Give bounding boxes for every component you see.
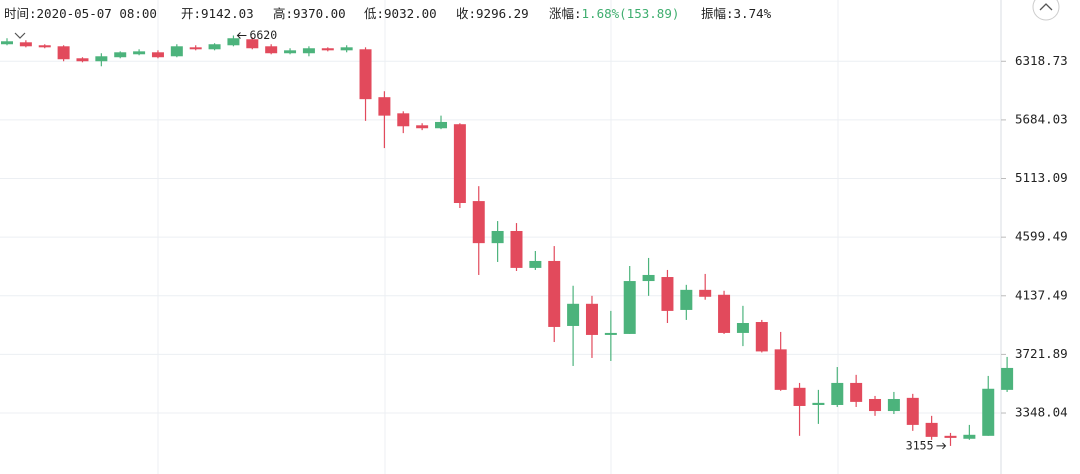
candle-body <box>699 289 712 297</box>
candle-body <box>265 46 278 54</box>
candle-body <box>435 121 448 129</box>
candle-body <box>227 38 240 46</box>
candle-body <box>321 48 334 51</box>
candle-body <box>340 47 353 51</box>
candle-body <box>718 294 731 333</box>
info-label: 开: <box>181 6 201 21</box>
candle-body <box>529 260 542 268</box>
candle-body <box>906 397 919 425</box>
candle-body <box>812 402 825 405</box>
candle-body <box>963 434 976 439</box>
toggle-chevron <box>1039 3 1053 11</box>
candle-body <box>755 322 768 352</box>
candle-body <box>567 303 580 326</box>
info-item: 收:9296.29 <box>456 6 529 21</box>
candle-body <box>302 48 315 54</box>
candle-body <box>680 289 693 310</box>
info-item: 涨幅:1.68%(153.89) <box>549 6 679 21</box>
candle-body <box>850 382 863 402</box>
info-label: 时间: <box>4 6 37 21</box>
candle-body <box>359 49 372 100</box>
candle-body <box>472 201 485 244</box>
arrow <box>236 32 247 39</box>
min-annotation: 3155 <box>906 438 934 452</box>
candle-body <box>416 125 429 129</box>
candle-body <box>982 388 995 436</box>
info-value: 9032.00 <box>384 6 437 21</box>
candle-body <box>95 56 108 62</box>
candle-body <box>114 52 127 58</box>
info-value: 1.68%(153.89) <box>582 6 680 21</box>
candle-body <box>887 398 900 412</box>
info-label: 高: <box>273 6 293 21</box>
candle-body <box>831 382 844 405</box>
candle-body <box>642 274 655 282</box>
y-tick-label: 5684.03 <box>1015 111 1068 126</box>
max-annotation: 6620 <box>249 28 277 42</box>
info-value: 9370.00 <box>293 6 346 21</box>
candle-body <box>170 46 183 57</box>
candle-body <box>38 45 51 48</box>
candle-body <box>208 44 221 50</box>
candle-body <box>793 387 806 406</box>
y-tick-label: 4599.49 <box>1015 229 1068 244</box>
candle-body <box>1 41 13 45</box>
info-value: 3.74% <box>734 6 772 21</box>
candle-body <box>510 230 523 268</box>
candle-body <box>76 58 89 62</box>
info-label: 涨幅: <box>549 6 582 21</box>
info-item: 低:9032.00 <box>364 6 437 21</box>
candle-body <box>284 50 297 54</box>
collapse-chevron[interactable] <box>14 32 26 39</box>
candle-body <box>869 398 882 412</box>
y-tick-label: 5113.09 <box>1015 170 1068 185</box>
info-value: 9142.03 <box>201 6 254 21</box>
candle-body <box>585 303 598 335</box>
info-label: 低: <box>364 6 384 21</box>
candle-body <box>661 277 674 311</box>
candle-body <box>19 42 32 47</box>
info-value: 2020-05-07 08:00 <box>37 6 157 21</box>
candle-body <box>397 113 410 127</box>
candle-body <box>378 97 391 116</box>
arrow <box>936 442 947 450</box>
candle-body <box>736 323 749 333</box>
candle-body <box>246 39 259 49</box>
candle-body <box>133 51 146 55</box>
candle-body <box>944 435 957 438</box>
candle-body <box>774 349 787 390</box>
candle-body <box>57 46 70 60</box>
info-item: 振幅:3.74% <box>701 6 772 21</box>
candle-body <box>925 422 938 437</box>
candle-body <box>491 230 504 244</box>
candle-body <box>189 47 202 50</box>
y-tick-label: 3721.89 <box>1015 346 1068 361</box>
candle-body <box>453 124 466 204</box>
info-label: 振幅: <box>701 6 734 21</box>
toggle-button[interactable] <box>1032 0 1060 21</box>
y-tick-label: 4137.49 <box>1015 287 1068 302</box>
candle-body <box>1001 367 1014 390</box>
candle-body <box>623 281 636 334</box>
candle-body <box>151 52 164 58</box>
info-item: 开:9142.03 <box>181 6 254 21</box>
candle-body <box>548 260 561 327</box>
candle-body <box>604 332 617 335</box>
info-item: 时间:2020-05-07 08:00 <box>4 6 157 21</box>
y-tick-label: 6318.73 <box>1015 53 1068 68</box>
info-item: 高:9370.00 <box>273 6 346 21</box>
info-label: 收: <box>456 6 476 21</box>
y-tick-label: 3348.04 <box>1015 405 1068 420</box>
info-value: 9296.29 <box>476 6 529 21</box>
